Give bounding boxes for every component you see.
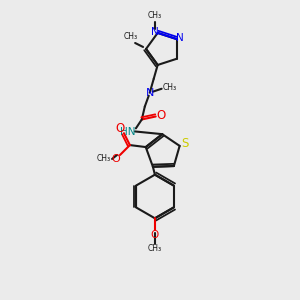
Text: CH₃: CH₃	[97, 154, 111, 164]
Text: N: N	[176, 33, 183, 43]
Text: CH₃: CH₃	[124, 32, 138, 40]
Text: S: S	[181, 137, 188, 150]
Text: O: O	[156, 109, 165, 122]
Text: O: O	[112, 154, 120, 164]
Text: HN: HN	[120, 127, 136, 137]
Text: O: O	[151, 230, 159, 240]
Text: CH₃: CH₃	[148, 11, 162, 20]
Text: N: N	[146, 88, 154, 98]
Text: CH₃: CH₃	[148, 244, 162, 253]
Text: N: N	[151, 27, 159, 37]
Text: CH₃: CH₃	[163, 83, 177, 92]
Text: O: O	[116, 122, 124, 135]
